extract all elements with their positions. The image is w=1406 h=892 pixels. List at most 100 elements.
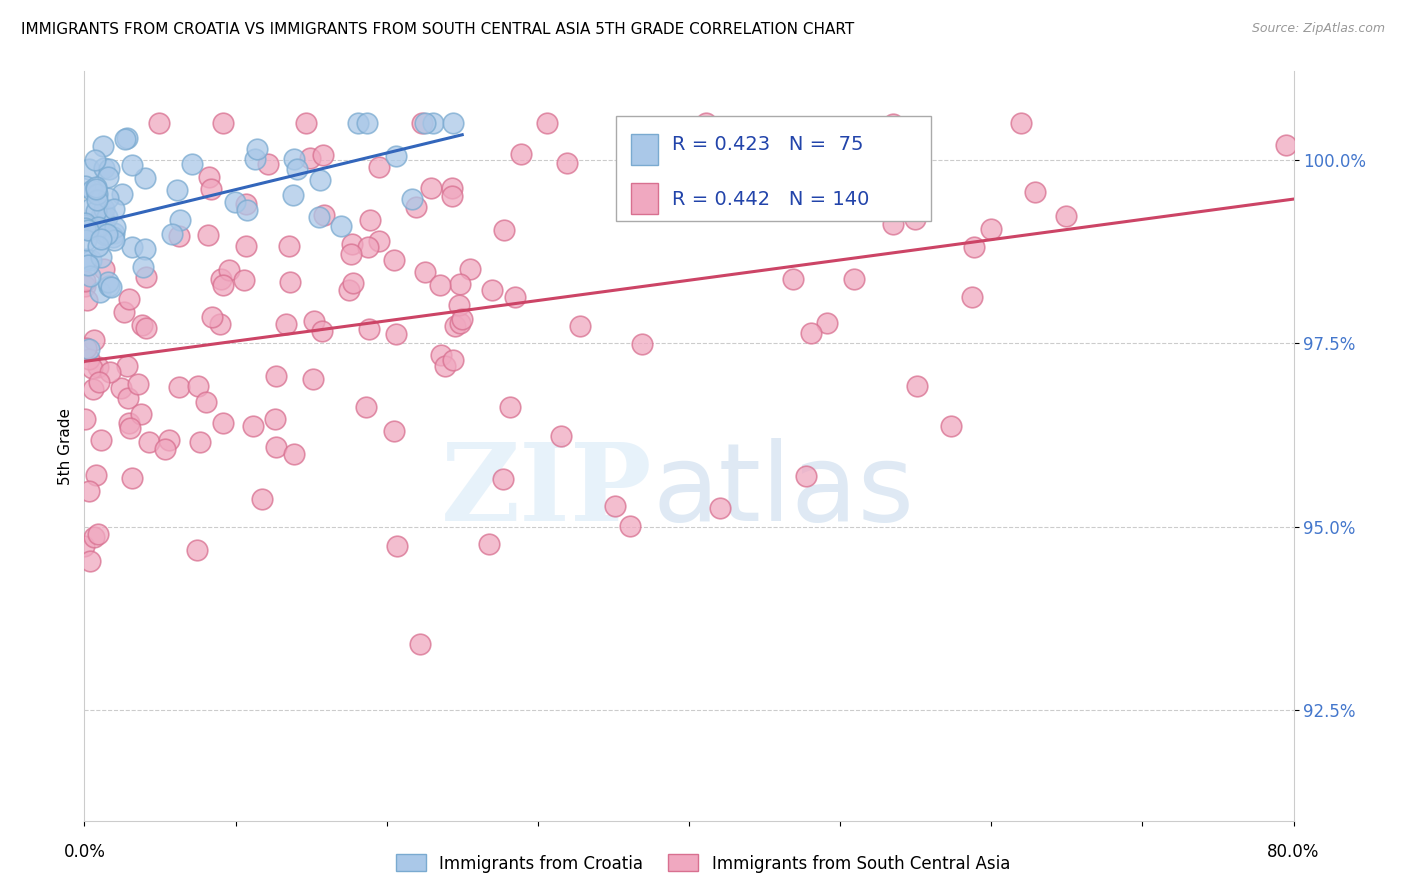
Point <box>148 116 170 130</box>
Point <box>188 435 211 450</box>
Point <box>73 179 96 194</box>
Point <box>211 416 233 430</box>
Point <box>980 221 1002 235</box>
Point <box>411 116 433 130</box>
Point <box>429 278 451 293</box>
Point <box>167 229 190 244</box>
Point <box>299 151 322 165</box>
Y-axis label: 5th Grade: 5th Grade <box>58 408 73 484</box>
Point <box>187 379 209 393</box>
Point <box>96 227 118 241</box>
Point <box>87 375 110 389</box>
Point <box>209 318 232 332</box>
Point <box>121 158 143 172</box>
Point <box>302 372 325 386</box>
Point <box>441 116 464 130</box>
Point <box>329 219 352 233</box>
Point <box>281 188 304 202</box>
Point <box>169 213 191 227</box>
Point <box>242 419 264 434</box>
Point <box>121 471 143 485</box>
Point <box>209 272 232 286</box>
Text: Source: ZipAtlas.com: Source: ZipAtlas.com <box>1251 22 1385 36</box>
Point <box>941 418 963 433</box>
Point <box>492 472 515 486</box>
Point <box>75 233 97 247</box>
Point <box>103 234 125 248</box>
Point <box>83 153 105 167</box>
Point <box>347 116 370 130</box>
Point <box>73 279 96 293</box>
Point <box>422 116 444 130</box>
Point <box>904 211 927 226</box>
Point <box>278 239 301 253</box>
Point <box>342 237 364 252</box>
Point <box>83 334 105 348</box>
Point <box>73 216 96 230</box>
Point <box>75 221 97 235</box>
Point <box>235 238 257 252</box>
Point <box>73 411 96 425</box>
Point <box>283 447 305 461</box>
Point <box>118 292 141 306</box>
Point <box>77 162 100 177</box>
Point <box>86 194 108 208</box>
Point <box>75 341 97 355</box>
Point <box>98 162 121 177</box>
Point <box>75 275 97 289</box>
Text: 80.0%: 80.0% <box>1267 843 1320 861</box>
Point <box>218 263 240 277</box>
Point <box>98 366 121 380</box>
Point <box>114 132 136 146</box>
Point <box>197 169 219 184</box>
Point <box>401 192 423 206</box>
FancyBboxPatch shape <box>631 134 658 165</box>
Legend: Immigrants from Croatia, Immigrants from South Central Asia: Immigrants from Croatia, Immigrants from… <box>389 847 1017 880</box>
Point <box>308 210 330 224</box>
Point <box>651 133 673 147</box>
Point <box>856 174 879 188</box>
Point <box>200 182 222 196</box>
Text: atlas: atlas <box>652 438 915 544</box>
Point <box>441 352 464 367</box>
Point <box>382 253 405 268</box>
Point <box>384 424 406 438</box>
Point <box>134 242 156 256</box>
Point <box>181 157 204 171</box>
Point <box>160 227 183 241</box>
Point <box>550 429 572 443</box>
Point <box>87 239 110 253</box>
Point <box>86 359 108 374</box>
Point <box>80 252 103 267</box>
Point <box>695 116 717 130</box>
Point <box>211 278 233 293</box>
Point <box>882 217 904 231</box>
Point <box>264 368 287 383</box>
Point <box>100 280 122 294</box>
Point <box>97 276 120 290</box>
Point <box>89 285 111 300</box>
Point <box>84 467 107 482</box>
Point <box>138 435 160 450</box>
Text: ZIP: ZIP <box>441 438 652 544</box>
Point <box>385 539 408 553</box>
Text: R = 0.442   N = 140: R = 0.442 N = 140 <box>672 190 869 209</box>
Text: R = 0.423   N =  75: R = 0.423 N = 75 <box>672 135 863 154</box>
Point <box>103 202 125 216</box>
Point <box>93 218 115 232</box>
Point <box>263 412 285 426</box>
Point <box>73 218 96 232</box>
Point <box>312 147 335 161</box>
Point <box>503 290 526 304</box>
Point <box>340 247 363 261</box>
Point <box>90 250 112 264</box>
Point <box>232 273 254 287</box>
Point <box>368 234 391 248</box>
Text: 0.0%: 0.0% <box>63 843 105 861</box>
Point <box>155 442 177 457</box>
Point <box>96 211 118 225</box>
Point <box>91 209 114 223</box>
Point <box>311 324 333 338</box>
Point <box>103 226 125 240</box>
Point <box>413 116 436 130</box>
